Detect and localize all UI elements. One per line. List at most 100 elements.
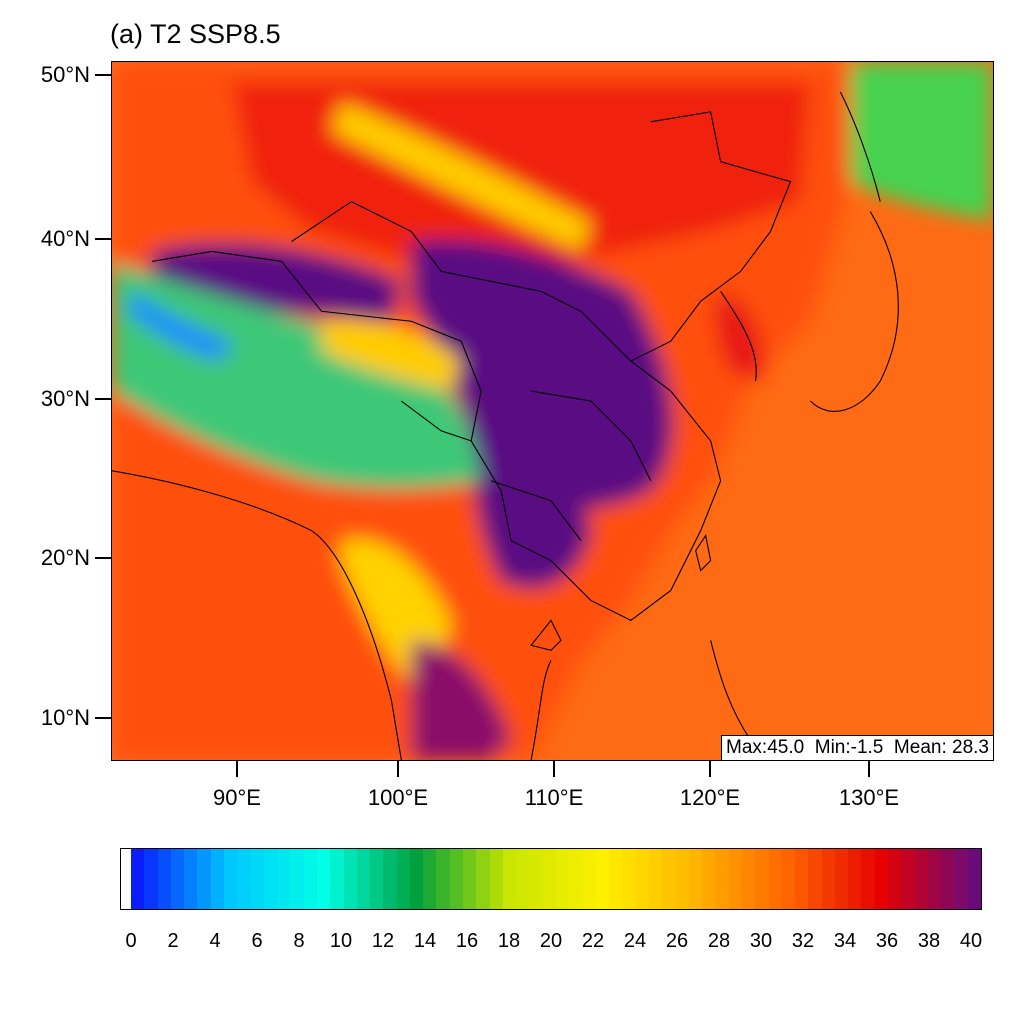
colorbar-segment	[967, 849, 981, 909]
colorbar-segment	[702, 849, 716, 909]
colorbar-segment	[516, 849, 530, 909]
province-boundaries	[112, 91, 899, 760]
colorbar-segment	[888, 849, 902, 909]
colorbar-tick-label: 26	[665, 930, 689, 952]
colorbar-tick-label: 30	[749, 930, 773, 952]
x-axis-label: 120°E	[679, 785, 741, 810]
south-china-hot	[471, 440, 591, 589]
y-axis-label: 40°N	[40, 226, 90, 251]
y-axis-label: 20°N	[40, 545, 90, 570]
colorbar-segment	[874, 849, 889, 909]
x-tick	[709, 761, 711, 777]
colorbar-segment	[250, 849, 264, 909]
colorbar-segment	[556, 849, 570, 909]
colorbar-segment	[184, 849, 198, 909]
colorbar-tick-label: 38	[917, 930, 941, 952]
y-tick	[95, 74, 111, 76]
x-axis-label: 110°E	[524, 785, 584, 810]
colorbar-tick-label: 20	[539, 930, 563, 952]
tibet-cold-core	[126, 291, 232, 362]
y-tick	[95, 398, 111, 400]
temperature-map	[112, 62, 993, 760]
y-tick	[95, 557, 111, 559]
colorbar-segment	[542, 849, 556, 909]
colorbar-segment	[595, 849, 610, 909]
colorbar-segment	[529, 849, 543, 909]
colorbar-segment	[808, 849, 822, 909]
colorbar-tick-label: 2	[167, 930, 179, 952]
colorbar-segment	[622, 849, 636, 909]
colorbar-segment	[954, 849, 968, 909]
colorbar-segment	[370, 849, 384, 909]
yellow-band-north	[331, 101, 591, 252]
colorbar-tick-label: 0	[125, 930, 137, 952]
japan-green	[850, 62, 993, 222]
map-title: (a) T2 SSP8.5	[110, 19, 281, 49]
colorbar-segment	[768, 849, 782, 909]
colorbar-segment	[741, 849, 756, 909]
colorbar-tick-label: 16	[455, 930, 479, 952]
colorbar-segment	[648, 849, 663, 909]
colorbar-segment	[330, 849, 344, 909]
qaidam-basin	[321, 320, 462, 392]
colorbar-tick-label: 34	[833, 930, 857, 952]
x-tick	[236, 761, 238, 777]
colorbar-segment	[170, 849, 185, 909]
colorbar-segment	[582, 849, 596, 909]
colorbar-segment	[927, 849, 942, 909]
colorbar-tick-label: 24	[623, 930, 647, 952]
x-axis-label: 100°E	[367, 785, 429, 810]
colorbar-tick-label: 32	[791, 930, 815, 952]
colorbar-segment	[131, 849, 145, 909]
colorbar-segment	[223, 849, 238, 909]
colorbar-tick-label: 12	[371, 930, 395, 952]
colorbar-segment	[914, 849, 928, 909]
colorbar-segment	[848, 849, 862, 909]
y-axis-label: 50°N	[40, 62, 90, 87]
colorbar-tick-label: 8	[293, 930, 305, 952]
colorbar-segment	[489, 849, 503, 909]
colorbar-segment	[197, 849, 211, 909]
colorbar-segment	[263, 849, 278, 909]
colorbar-segment	[609, 849, 623, 909]
colorbar-segment	[476, 849, 490, 909]
colorbar-tick-label: 6	[251, 930, 263, 952]
colorbar-segment	[210, 849, 224, 909]
colorbar-segment	[290, 849, 304, 909]
colorbar-segment	[675, 849, 689, 909]
colorbar-segment	[343, 849, 357, 909]
colorbar-tick-label: 36	[875, 930, 899, 952]
colorbar-segment	[901, 849, 915, 909]
colorbar-segment	[396, 849, 410, 909]
x-tick	[868, 761, 870, 777]
colorbar-segment	[662, 849, 676, 909]
colorbar-segment	[157, 849, 171, 909]
colorbar-segment	[834, 849, 849, 909]
colorbar-segment	[781, 849, 796, 909]
colorbar-segment	[688, 849, 703, 909]
colorbar-segment	[569, 849, 583, 909]
colorbar-segment	[502, 849, 517, 909]
colorbar-tick-label: 18	[497, 930, 521, 952]
colorbar-segment	[144, 849, 158, 909]
colorbar-segment	[941, 849, 955, 909]
colorbar-segment	[449, 849, 464, 909]
x-axis-label: 90°E	[213, 785, 261, 810]
x-axis-label: 130°E	[838, 785, 900, 810]
y-tick	[95, 238, 111, 240]
colorbar-segment	[409, 849, 424, 909]
colorbar-segment	[316, 849, 331, 909]
colorbar-segment	[277, 849, 291, 909]
x-tick	[553, 761, 555, 777]
y-axis-label: 10°N	[40, 705, 90, 730]
stats-box: Max:45.0 Min:-1.5 Mean: 28.3	[721, 735, 994, 761]
colorbar-segment	[795, 849, 809, 909]
colorbar-segment	[383, 849, 397, 909]
x-tick	[397, 761, 399, 777]
colorbar-tick-label: 40	[959, 930, 983, 952]
colorbar	[120, 848, 982, 910]
colorbar-segment	[755, 849, 769, 909]
colorbar-tick-label: 14	[413, 930, 437, 952]
colorbar-segment	[635, 849, 649, 909]
indochina-hot	[411, 640, 512, 760]
